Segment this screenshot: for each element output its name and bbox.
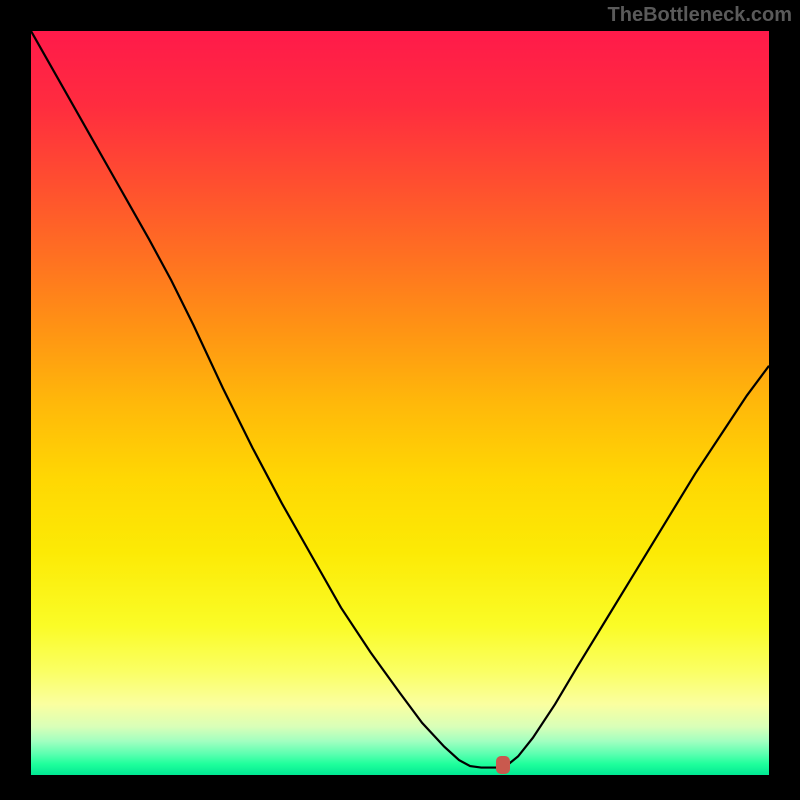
bottleneck-curve xyxy=(31,31,769,775)
plot-area xyxy=(31,31,769,775)
watermark-text: TheBottleneck.com xyxy=(608,4,792,27)
optimal-point-marker xyxy=(496,756,510,774)
chart-container: TheBottleneck.com xyxy=(0,0,800,800)
